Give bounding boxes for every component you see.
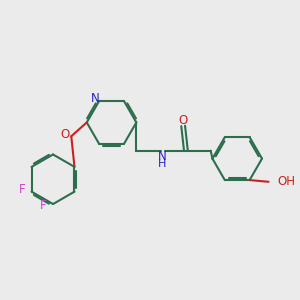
Text: F: F: [19, 183, 25, 196]
Text: OH: OH: [277, 175, 295, 188]
Text: F: F: [40, 199, 47, 212]
Text: O: O: [61, 128, 70, 141]
Text: O: O: [178, 114, 188, 127]
Text: N: N: [91, 92, 99, 105]
Text: H: H: [158, 159, 166, 169]
Text: N: N: [158, 150, 166, 164]
